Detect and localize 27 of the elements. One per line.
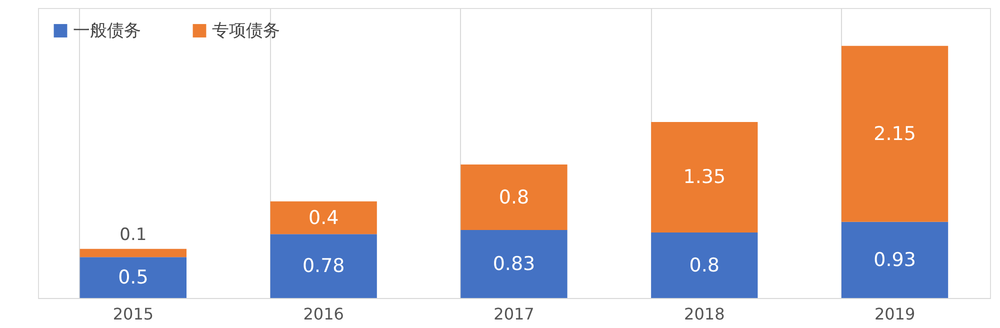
bar — [270, 201, 377, 234]
legend-label: 一般债务 — [73, 20, 141, 41]
bar — [460, 164, 568, 230]
data-label: 0.93 — [874, 248, 916, 271]
data-label: 0.5 — [118, 266, 148, 289]
bar — [460, 230, 568, 298]
data-label: 0.1 — [120, 224, 147, 245]
bar — [841, 222, 948, 298]
data-label: 0.78 — [302, 255, 345, 278]
bar — [80, 257, 187, 298]
bar — [651, 232, 758, 298]
data-label: 1.35 — [683, 166, 726, 188]
x-tick-label: 2019 — [874, 304, 916, 324]
x-tick-label: 2017 — [494, 304, 534, 324]
legend-label: 专项债务 — [212, 20, 280, 41]
data-label: 2.15 — [874, 122, 916, 145]
data-label: 0.8 — [689, 254, 720, 276]
bar — [651, 122, 758, 232]
data-label: 0.4 — [308, 206, 339, 229]
bar — [270, 234, 377, 298]
data-label: 0.8 — [498, 186, 530, 208]
bar — [841, 46, 948, 222]
data-label: 0.83 — [492, 253, 536, 276]
x-tick-label: 2018 — [684, 304, 725, 324]
x-tick-label: 2015 — [112, 304, 154, 324]
bar — [80, 248, 187, 258]
x-tick-label: 2016 — [303, 304, 344, 324]
